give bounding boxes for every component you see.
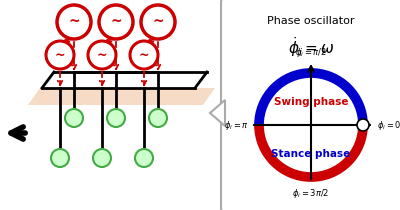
Circle shape xyxy=(65,109,83,127)
Polygon shape xyxy=(28,88,215,105)
Text: $\dot{\phi}_i = \omega$: $\dot{\phi}_i = \omega$ xyxy=(288,35,334,59)
Circle shape xyxy=(135,149,153,167)
Circle shape xyxy=(107,109,125,127)
Circle shape xyxy=(130,41,158,69)
FancyBboxPatch shape xyxy=(221,0,400,210)
Circle shape xyxy=(357,119,369,131)
Text: ~: ~ xyxy=(139,49,149,62)
Circle shape xyxy=(99,5,133,39)
Text: ~: ~ xyxy=(97,49,107,62)
Text: $\phi_i = 3\pi/2$: $\phi_i = 3\pi/2$ xyxy=(292,187,330,200)
Text: $\phi_i = \pi$: $\phi_i = \pi$ xyxy=(224,118,249,131)
Text: $\phi_i = 0$: $\phi_i = 0$ xyxy=(377,118,400,131)
Circle shape xyxy=(57,5,91,39)
Text: $\phi_i = \pi/2$: $\phi_i = \pi/2$ xyxy=(295,46,327,59)
Circle shape xyxy=(141,5,175,39)
Text: ~: ~ xyxy=(110,15,122,29)
Circle shape xyxy=(51,149,69,167)
Circle shape xyxy=(46,41,74,69)
Circle shape xyxy=(88,41,116,69)
Circle shape xyxy=(93,149,111,167)
Text: Stance phase: Stance phase xyxy=(271,149,351,159)
Text: Phase oscillator: Phase oscillator xyxy=(267,16,355,26)
Text: ~: ~ xyxy=(68,15,80,29)
Text: Swing phase: Swing phase xyxy=(274,97,348,107)
Circle shape xyxy=(149,109,167,127)
Polygon shape xyxy=(210,100,225,126)
Text: ~: ~ xyxy=(55,49,65,62)
Text: ~: ~ xyxy=(152,15,164,29)
